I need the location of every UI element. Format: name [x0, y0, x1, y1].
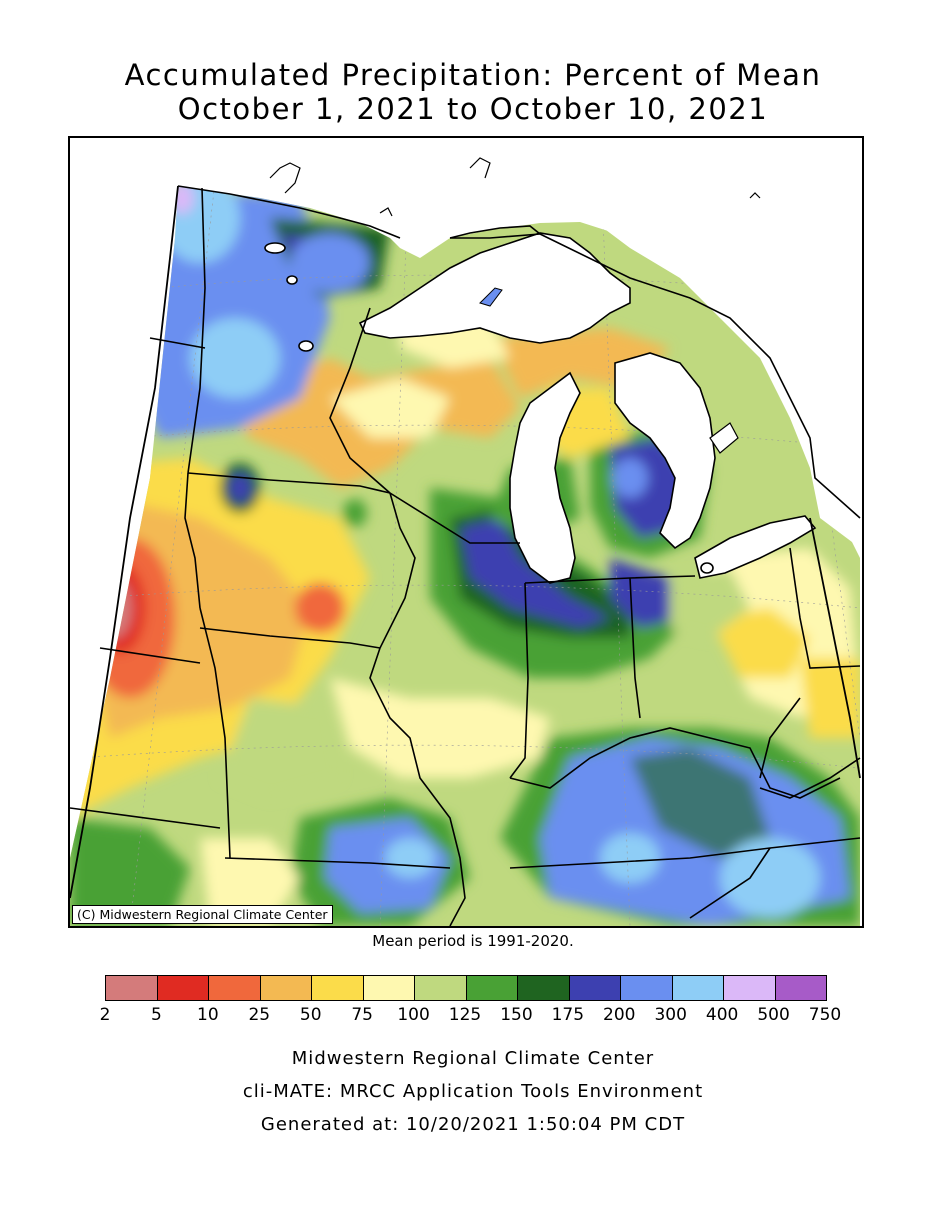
legend-tick-125: 125	[448, 1005, 482, 1025]
legend-swatch-11	[672, 976, 724, 1000]
legend-tick-175: 175	[551, 1005, 585, 1025]
legend-swatch-10	[621, 976, 673, 1000]
legend-swatch-3	[260, 976, 312, 1000]
legend-swatch-8	[518, 976, 570, 1000]
legend-swatch-2	[209, 976, 261, 1000]
state-boundaries	[70, 185, 861, 926]
legend-swatch-13	[775, 976, 826, 1000]
legend-tick-500: 500	[757, 1005, 790, 1025]
legend-tick-100: 100	[397, 1005, 430, 1025]
legend-swatch-5	[363, 976, 415, 1000]
footer-tool-name: cli-MATE: MRCC Application Tools Environ…	[242, 1081, 704, 1102]
legend-tick-2: 2	[99, 1005, 111, 1025]
map-date-range: October 1, 2021 to October 10, 2021	[177, 92, 769, 126]
map-title: Accumulated Precipitation: Percent of Me…	[124, 58, 822, 92]
footer-organization: Midwestern Regional Climate Center	[291, 1048, 655, 1069]
legend-swatch-7	[466, 976, 518, 1000]
legend-tick-labels: 2 5 10 25 50 75 100 125 150 175 200 300 400 500 750	[100, 1005, 845, 1029]
legend-tick-75: 75	[351, 1005, 373, 1025]
legend-tick-750: 750	[808, 1005, 842, 1025]
legend-swatch-9	[569, 976, 621, 1000]
legend-swatch-1	[157, 976, 209, 1000]
legend-tick-10: 10	[197, 1005, 219, 1025]
legend-swatch-6	[415, 976, 467, 1000]
legend-swatch-12	[724, 976, 776, 1000]
legend-swatch-4	[312, 976, 364, 1000]
legend-tick-200: 200	[603, 1005, 636, 1025]
precipitation-map: (C) Midwestern Regional Climate Center	[68, 136, 864, 928]
mean-period-note: Mean period is 1991-2020.	[372, 932, 574, 950]
footer-generated-time: Generated at: 10/20/2021 1:50:04 PM CDT	[260, 1114, 686, 1135]
legend-color-bar	[105, 975, 827, 1001]
legend-tick-400: 400	[705, 1005, 739, 1025]
legend-tick-150: 150	[500, 1005, 533, 1025]
great-lakes	[264, 232, 817, 584]
copyright-label: (C) Midwestern Regional Climate Center	[72, 905, 333, 924]
color-legend: 2 5 10 25 50 75 100 125 150 175 200 300 400 500 750	[100, 975, 845, 1029]
legend-swatch-0	[106, 976, 158, 1000]
legend-tick-25: 25	[248, 1005, 271, 1025]
legend-tick-50: 50	[299, 1005, 322, 1025]
legend-tick-5: 5	[151, 1005, 162, 1025]
legend-tick-300: 300	[654, 1005, 687, 1025]
